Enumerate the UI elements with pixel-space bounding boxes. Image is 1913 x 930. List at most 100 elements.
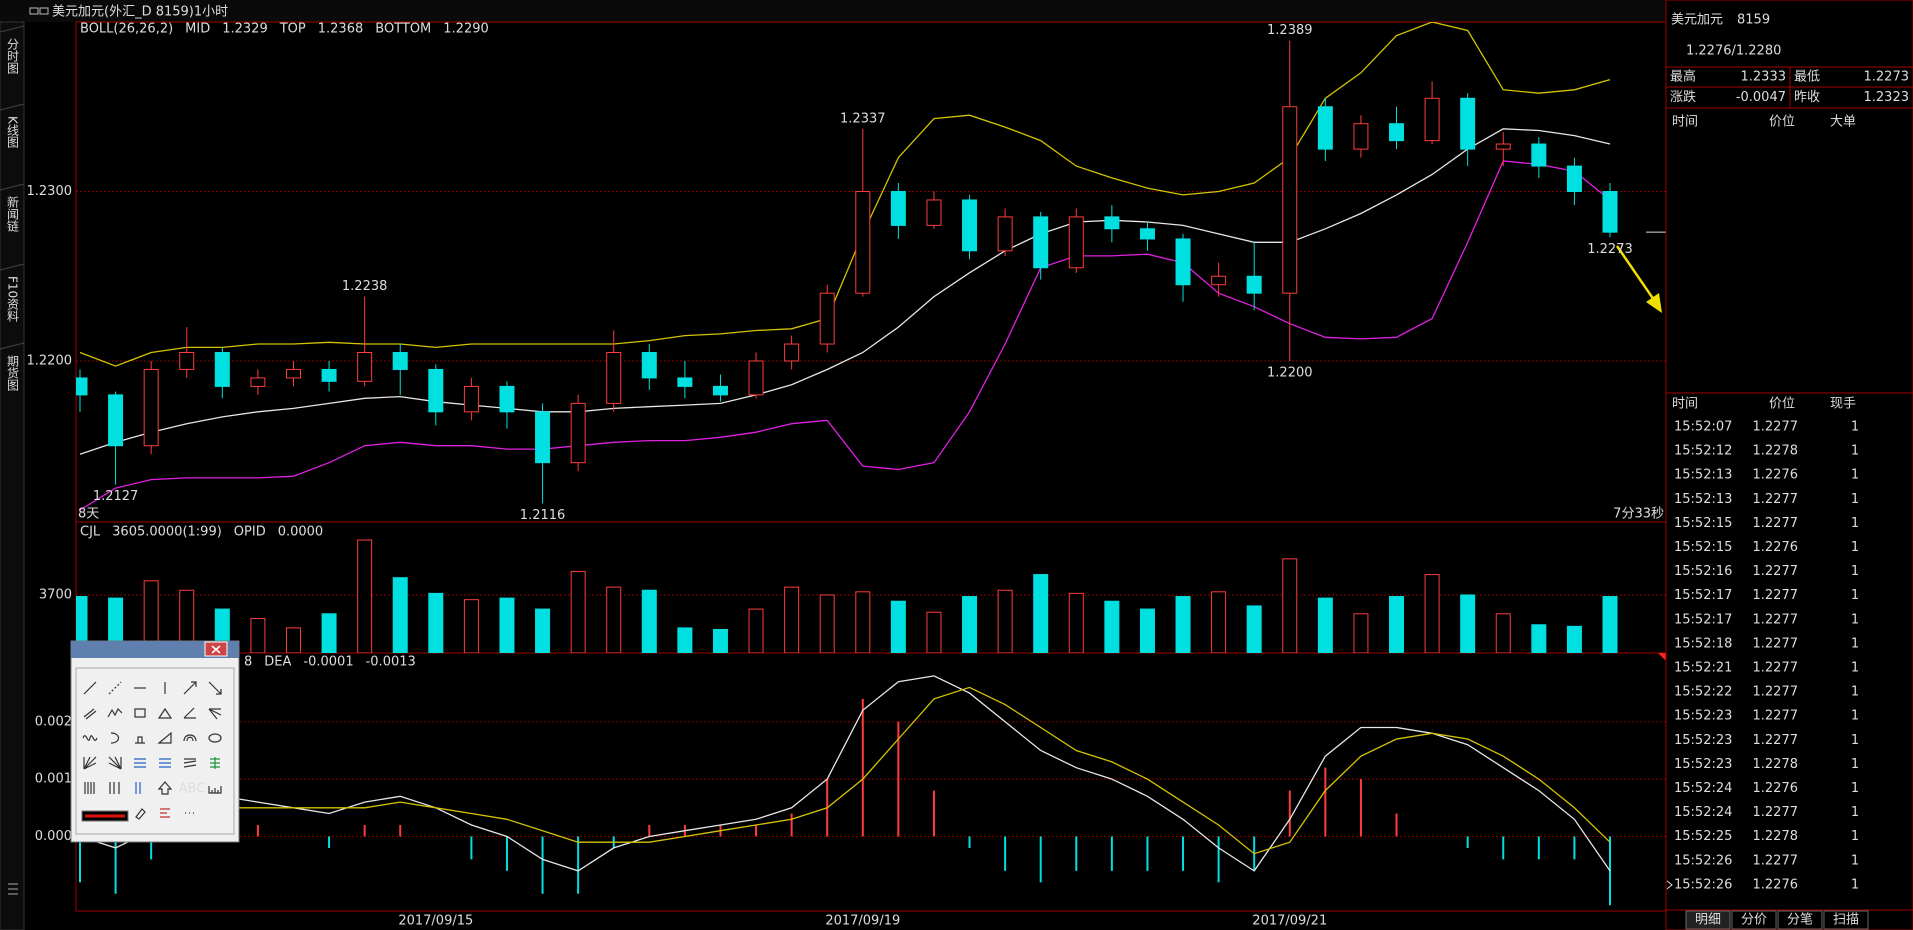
indicator-value: 0.0000 [278,525,324,540]
tool-icon[interactable] [183,734,197,742]
panel-tab-label[interactable]: 扫描 [1833,913,1859,928]
tick-price: 1.2277 [1753,853,1799,868]
panel-tab-label[interactable]: 分笔 [1787,912,1813,928]
tool-icon[interactable] [208,681,222,695]
trend-arrow [1615,245,1662,313]
quote-panel: 美元加元 8159 1.2276/1.2280 最高 1.2333 最低 1.2273 涨跌 -… [1665,0,1913,930]
tool-icon[interactable] [208,786,222,794]
volume-bar [748,608,764,653]
volume-bar [712,628,728,653]
volume-bar [1033,574,1049,653]
legend-value: 1.2368 [318,22,364,37]
tool-icon[interactable] [208,733,222,743]
tool-icon[interactable] [83,708,97,720]
tool-text[interactable]: ABC [179,782,206,797]
volume-bar [1068,592,1084,653]
macd-line [79,675,1611,872]
volume-bar [143,580,159,653]
volume-bar [926,611,942,653]
candle-body [214,352,230,387]
sidebar-tab[interactable]: 期货图 [6,355,20,391]
panel-tab[interactable] [1777,910,1823,930]
tool-icon[interactable] [134,758,146,768]
panel-tab[interactable] [1823,910,1869,930]
tool-icon[interactable] [135,808,146,820]
candle-body [784,343,800,362]
tool-icon[interactable] [134,708,146,718]
x-tick-label: 2017/09/15 [398,914,473,929]
macd-line [79,686,1611,855]
panel-tab-label[interactable]: 分价 [1741,913,1767,928]
candle-body [890,190,906,226]
y-tick-label: 1.2300 [27,184,73,199]
volume-bar [1531,624,1547,653]
sidebar-tab[interactable]: F10资料 [6,276,20,322]
toolbar-grid [75,667,235,835]
tick-time: 15:52:18 [1674,636,1732,651]
volume-bar [1211,591,1227,653]
legend-entry: DEA [264,655,291,670]
sidebar-tab[interactable]: 分时图 [6,38,20,74]
panel-tab-label[interactable]: 明细 [1695,913,1721,928]
panel-tab[interactable] [1731,910,1777,930]
tool-icon[interactable] [107,707,123,718]
volume-bar [997,589,1013,653]
tab-separator [0,103,25,111]
candle-body [997,216,1013,252]
drawing-toolbar[interactable]: ABC [70,640,240,843]
tick-volume: 1 [1851,757,1859,772]
tool-icon[interactable] [109,782,120,794]
legend-value: -0.0001 [303,655,353,670]
tool-icon[interactable] [84,782,95,794]
tool-icon[interactable] [157,731,172,744]
x-tick-label: 2017/09/19 [825,914,900,929]
tool-icon[interactable] [183,681,197,695]
legend-value: 1.2290 [443,22,489,37]
y-tick-label: 0.002 [35,714,72,729]
tool-icon[interactable] [82,735,98,741]
candle-body [463,385,479,413]
sidebar-tab[interactable]: 新闻链 [6,195,20,232]
countdown: 7分33秒 [1613,507,1664,522]
candle-body [712,385,728,396]
y-tick-label: 3700 [39,587,72,602]
volume-bar [677,627,693,653]
tool-icon[interactable] [83,681,97,695]
tool-icon[interactable] [210,757,220,769]
tool-icon[interactable] [159,758,171,768]
tool-icon[interactable] [160,808,170,818]
candle-body [677,377,693,387]
stat-label: 昨收 [1794,90,1820,105]
tool-icon[interactable] [183,758,197,768]
tool-icon[interactable] [135,782,141,794]
volume-bar [1104,600,1120,653]
tool-icon[interactable] [108,756,122,770]
menu-icon [8,883,18,895]
tool-icon[interactable] [83,756,97,770]
tick-time: 15:52:12 [1674,444,1732,459]
tool-icon[interactable] [208,708,222,720]
tick-volume: 1 [1851,588,1859,603]
tick-time: 15:52:22 [1674,685,1732,700]
tab-separator [0,263,25,271]
sidebar-tab[interactable]: K线图 [6,116,20,148]
volume-bar [108,597,124,653]
tab-separator [0,183,25,191]
volume-bar [962,596,978,653]
tool-icon[interactable] [108,681,122,695]
tool-icon[interactable] [135,736,145,744]
tool-icon[interactable] [157,781,173,795]
panel-tab[interactable] [1685,910,1731,930]
tool-icon[interactable] [110,732,120,744]
volume-bar [606,586,622,653]
tool-icon[interactable] [157,707,173,719]
quote-frame [1665,0,1913,930]
window-title: 美元加元(外汇_D 8159)1小时 [52,5,228,20]
candle-body [570,402,586,464]
volume-bar [1424,574,1440,653]
tick-time: 15:52:24 [1674,781,1732,796]
tool-icon[interactable] [183,707,196,719]
tick-volume: 1 [1851,877,1859,892]
